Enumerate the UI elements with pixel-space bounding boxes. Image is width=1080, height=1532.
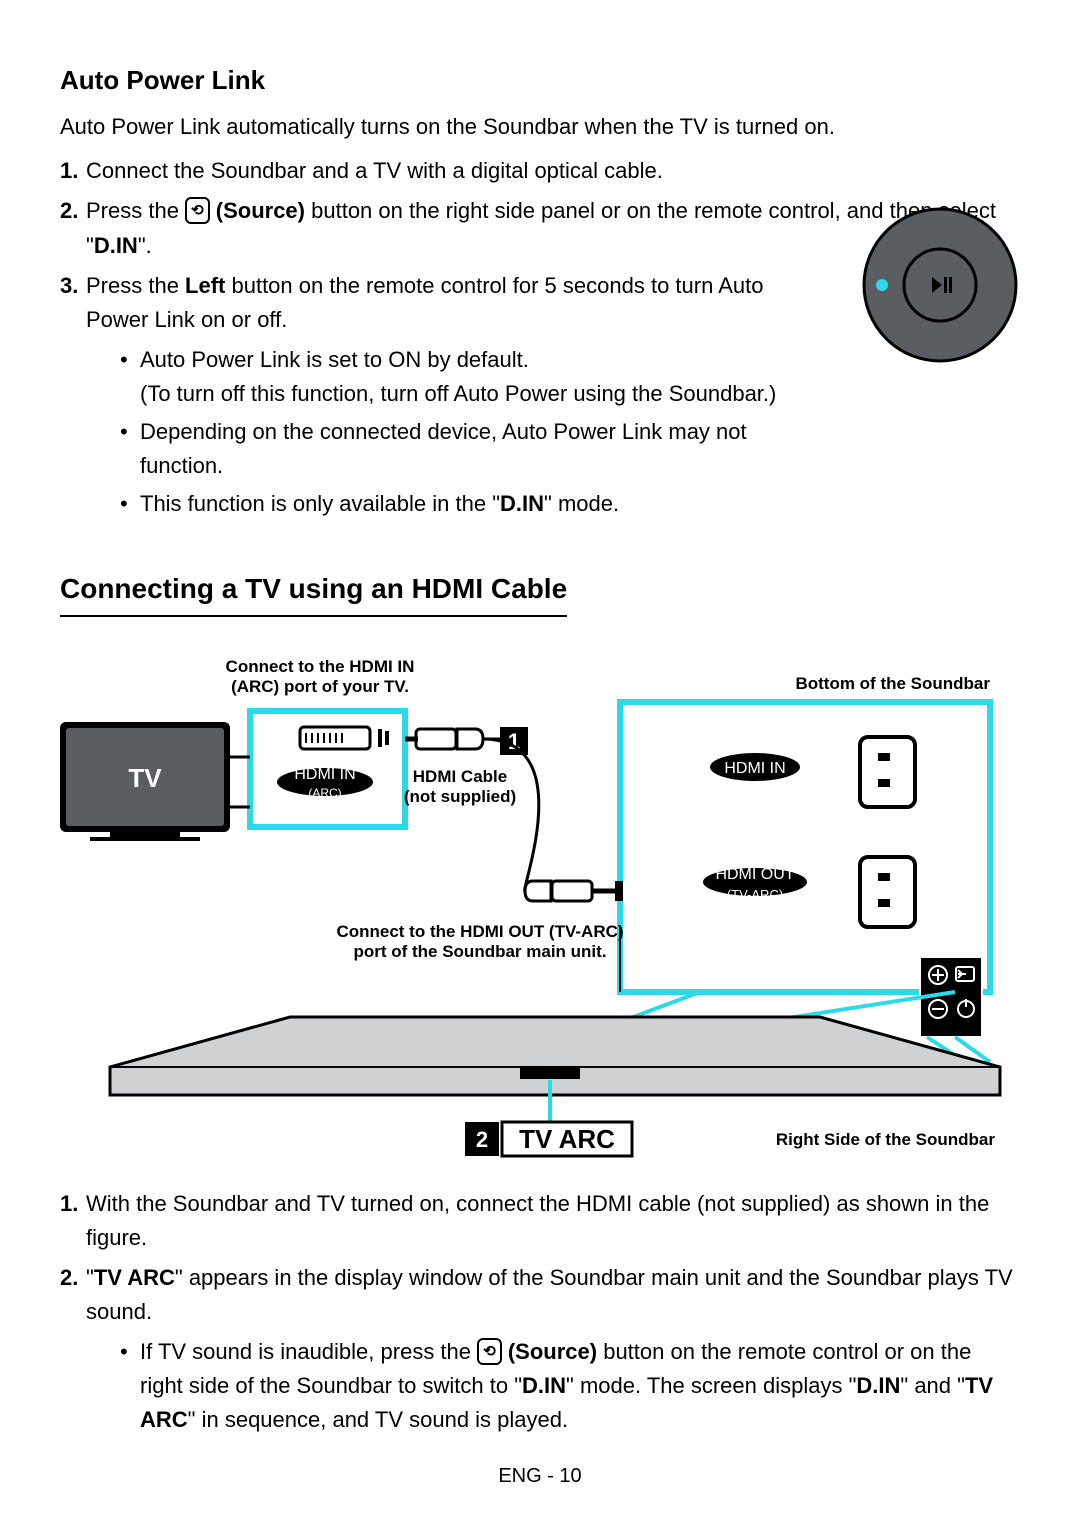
step-text: Press the	[86, 273, 185, 298]
source-label: (Source)	[216, 198, 305, 223]
heading-auto-power-link: Auto Power Link	[60, 60, 1020, 100]
port-label-text: (ARC)	[308, 786, 341, 800]
label-hdmi-in-top: Connect to the HDMI IN	[226, 657, 415, 676]
remote-disc-illustration	[860, 205, 1020, 365]
step-text: Press the	[86, 198, 185, 223]
bullet-text: (To turn off this function, turn off Aut…	[140, 381, 776, 406]
bullet-text: " mode.	[544, 491, 619, 516]
tv-illustration: TV	[60, 722, 230, 841]
bold-text: (Source)	[216, 198, 305, 223]
source-label: (Source)	[508, 1339, 597, 1364]
bold-text: D.IN	[500, 491, 544, 516]
step-number: 2.	[60, 1261, 78, 1295]
step-text: ".	[138, 233, 152, 258]
bullet-text: This function is only available in the "	[140, 491, 500, 516]
step-text: "	[86, 1265, 94, 1290]
label-bottom-soundbar: Bottom of the Soundbar	[795, 674, 990, 693]
hdmi-cable-label2: (not supplied)	[404, 787, 516, 806]
tv-label: TV	[128, 763, 162, 793]
sub-bullet: This function is only available in the "…	[140, 487, 820, 521]
step-number: 1.	[60, 154, 78, 188]
hdmi-sub-bullets: If TV sound is inaudible, press the ⟲ (S…	[86, 1335, 1020, 1437]
bullet-text: Auto Power Link is set to ON by default.	[140, 347, 529, 372]
hdmi-step-2: 2. "TV ARC" appears in the display windo…	[86, 1261, 1020, 1437]
hdmi-cable-label: HDMI Cable	[413, 767, 507, 786]
sub-bullet: Auto Power Link is set to ON by default.…	[140, 343, 820, 411]
hdmi-steps: 1. With the Soundbar and TV turned on, c…	[60, 1187, 1020, 1438]
bold-text: TV ARC	[94, 1265, 175, 1290]
step-text: Connect the Soundbar and a TV with a dig…	[86, 158, 663, 183]
bold-text: Left	[185, 273, 225, 298]
hdmi-cable-left	[525, 881, 623, 901]
port-label-text: (TV-ARC)	[727, 887, 783, 902]
sub-bullets: Auto Power Link is set to ON by default.…	[86, 343, 820, 521]
right-side-label: Right Side of the Soundbar	[776, 1130, 995, 1149]
soundbar-body	[110, 1017, 1000, 1095]
bullet-text: " mode. The screen displays "	[566, 1373, 856, 1398]
connect-out-label2: port of the Soundbar main unit.	[353, 942, 606, 961]
sub-bullet: Depending on the connected device, Auto …	[140, 415, 820, 483]
intro-text: Auto Power Link automatically turns on t…	[60, 110, 1020, 144]
bold-text: D.IN	[522, 1373, 566, 1398]
bold-text: D.IN	[94, 233, 138, 258]
bullet-text: " in sequence, and TV sound is played.	[188, 1407, 568, 1432]
step-text: With the Soundbar and TV turned on, conn…	[86, 1191, 989, 1250]
tv-arc-display: TV ARC	[519, 1124, 615, 1154]
port-label-text: HDMI OUT	[715, 866, 794, 883]
hdmi-step-1: 1. With the Soundbar and TV turned on, c…	[86, 1187, 1020, 1255]
step-1: 1. Connect the Soundbar and a TV with a …	[86, 154, 1020, 188]
hdmi-in-arc-box: HDMI IN (ARC)	[250, 711, 405, 827]
bullet-text: " and "	[900, 1373, 965, 1398]
port-label-text: HDMI IN	[724, 760, 785, 777]
hdmi-cable-right	[405, 729, 483, 749]
badge-2: 2	[476, 1127, 488, 1152]
step-number: 2.	[60, 194, 78, 228]
page-footer: ENG - 10	[60, 1461, 1020, 1492]
port-label-text: HDMI IN	[294, 766, 355, 783]
step-number: 1.	[60, 1187, 78, 1221]
heading-hdmi: Connecting a TV using an HDMI Cable	[60, 567, 567, 616]
hdmi-diagram: Connect to the HDMI IN (ARC) port of you…	[60, 647, 1020, 1167]
label-hdmi-in-top2: (ARC) port of your TV.	[231, 677, 409, 696]
bullet-text: If TV sound is inaudible, press the	[140, 1339, 477, 1364]
connect-out-label: Connect to the HDMI OUT (TV-ARC)	[336, 922, 623, 941]
source-icon: ⟲	[185, 197, 210, 224]
source-icon: ⟲	[477, 1338, 502, 1365]
step-text: " appears in the display window of the S…	[86, 1265, 1013, 1324]
step-number: 3.	[60, 269, 78, 303]
bold-text: D.IN	[856, 1373, 900, 1398]
sub-bullet: If TV sound is inaudible, press the ⟲ (S…	[140, 1335, 1020, 1437]
bold-text: (Source)	[508, 1339, 597, 1364]
